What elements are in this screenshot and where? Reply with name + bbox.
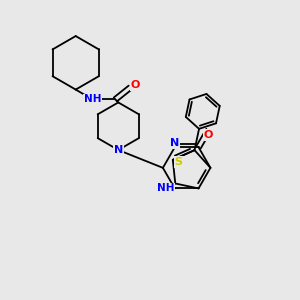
Text: N: N <box>114 145 123 155</box>
Text: O: O <box>130 80 140 90</box>
Text: O: O <box>204 130 213 140</box>
Text: NH: NH <box>157 183 175 194</box>
Text: N: N <box>114 145 123 155</box>
Text: O: O <box>204 130 213 140</box>
Text: N: N <box>170 138 179 148</box>
Text: O: O <box>130 80 140 90</box>
Text: S: S <box>175 157 183 167</box>
Text: NH: NH <box>157 183 175 194</box>
Text: N: N <box>170 138 179 148</box>
Text: S: S <box>175 157 183 167</box>
Text: NH: NH <box>84 94 101 104</box>
Text: NH: NH <box>84 94 101 104</box>
